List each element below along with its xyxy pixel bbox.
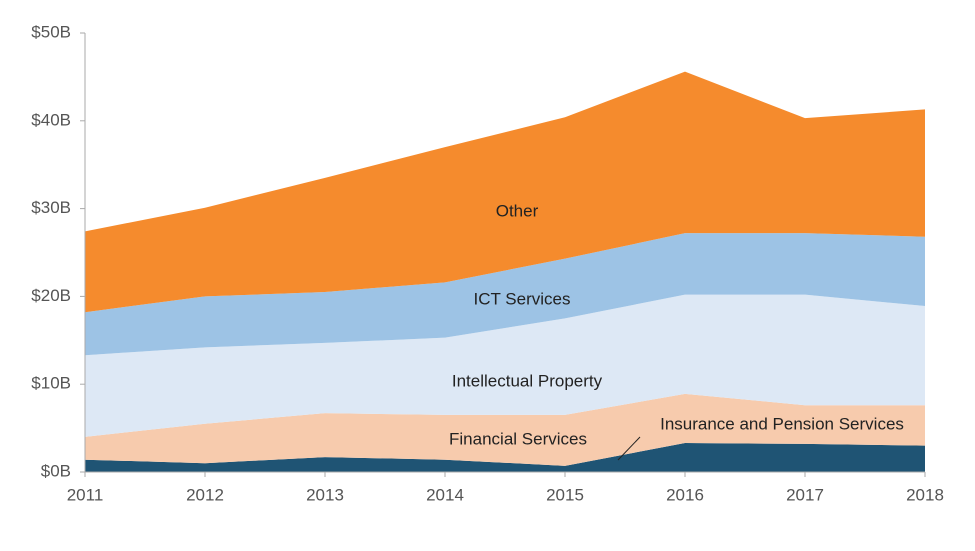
area	[85, 294, 925, 437]
series-label: Financial Services	[449, 429, 587, 448]
x-tick-label: 2013	[306, 485, 344, 504]
area	[85, 71, 925, 313]
y-tick-label: $10B	[31, 374, 71, 393]
x-tick-label: 2012	[186, 485, 224, 504]
x-tick-label: 2018	[906, 485, 944, 504]
y-tick-label: $40B	[31, 110, 71, 129]
series-label: ICT Services	[474, 289, 571, 308]
leader-line	[617, 436, 641, 461]
series-label: Other	[496, 201, 539, 220]
y-tick-label: $30B	[31, 198, 71, 217]
x-tick-label: 2016	[666, 485, 704, 504]
x-tick-label: 2017	[786, 485, 824, 504]
series-label: Intellectual Property	[452, 371, 603, 390]
series-label: Insurance and Pension Services	[660, 414, 904, 433]
area	[85, 233, 925, 356]
y-tick-label: $0B	[41, 461, 71, 480]
y-tick-label: $20B	[31, 286, 71, 305]
area	[85, 393, 925, 466]
y-tick-label: $50B	[31, 22, 71, 41]
x-tick-label: 2011	[67, 485, 104, 504]
area	[85, 443, 925, 472]
x-tick-label: 2015	[546, 485, 584, 504]
x-tick-label: 2014	[426, 485, 464, 504]
